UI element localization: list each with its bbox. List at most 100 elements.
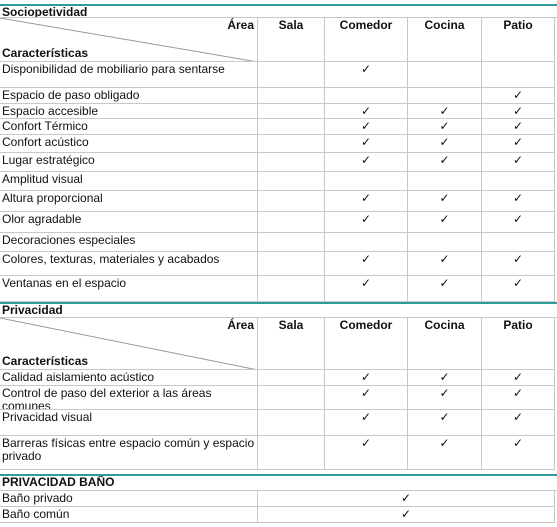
row-label: Barreras físicas entre espacio común y e…: [0, 436, 258, 470]
column-header: Comedor: [325, 318, 408, 370]
column-header: Sala: [258, 318, 325, 370]
row-label: Espacio de paso obligado: [0, 88, 258, 104]
check-cell: ✓: [325, 386, 408, 410]
check-cell: [258, 410, 325, 436]
check-cell: ✓: [482, 119, 555, 135]
check-cell: ✓: [408, 104, 482, 119]
check-cell: ✓: [258, 507, 555, 523]
check-cell: ✓: [482, 135, 555, 153]
row-label: Privacidad visual: [0, 410, 258, 436]
check-cell: ✓: [482, 104, 555, 119]
check-cell: ✓: [482, 153, 555, 172]
check-cell: ✓: [325, 410, 408, 436]
row-label: Ventanas en el espacio: [0, 276, 258, 302]
check-cell: ✓: [325, 119, 408, 135]
check-cell: [258, 62, 325, 88]
check-cell: ✓: [408, 436, 482, 470]
diagonal-divider: [0, 18, 256, 61]
check-cell: ✓: [482, 370, 555, 386]
check-cell: [325, 88, 408, 104]
check-cell: [258, 386, 325, 410]
check-cell: [408, 233, 482, 252]
check-cell: [325, 172, 408, 191]
check-cell: ✓: [325, 436, 408, 470]
check-cell: ✓: [408, 252, 482, 276]
characteristics-label: Características: [2, 46, 89, 60]
check-cell: [482, 62, 555, 88]
check-cell: [258, 153, 325, 172]
check-cell: ✓: [482, 386, 555, 410]
check-cell: ✓: [325, 191, 408, 212]
check-cell: ✓: [482, 252, 555, 276]
check-cell: ✓: [325, 252, 408, 276]
check-cell: [258, 370, 325, 386]
check-cell: ✓: [325, 153, 408, 172]
section-title: PRIVACIDAD BAÑO: [0, 474, 557, 491]
diagonal-divider: [0, 318, 256, 369]
area-label: Área: [227, 18, 254, 32]
row-label: Baño privado: [0, 491, 258, 507]
check-cell: ✓: [482, 88, 555, 104]
row-label: Espacio accesible: [0, 104, 258, 119]
check-cell: [258, 88, 325, 104]
check-cell: ✓: [408, 276, 482, 302]
check-cell: ✓: [408, 135, 482, 153]
column-header: Patio: [482, 18, 555, 62]
column-header: Comedor: [325, 18, 408, 62]
row-label: Disponibilidad de mobiliario para sentar…: [0, 62, 258, 88]
check-cell: [258, 191, 325, 212]
check-cell: [408, 62, 482, 88]
column-header: Sala: [258, 18, 325, 62]
check-cell: ✓: [325, 370, 408, 386]
row-label: Decoraciones especiales: [0, 233, 258, 252]
check-cell: [482, 172, 555, 191]
check-cell: ✓: [482, 212, 555, 233]
section-title: Sociopetividad: [0, 4, 557, 18]
check-cell: ✓: [325, 104, 408, 119]
row-label: Calidad aislamiento acústico: [0, 370, 258, 386]
check-cell: ✓: [482, 276, 555, 302]
check-cell: ✓: [408, 119, 482, 135]
check-cell: [258, 172, 325, 191]
check-cell: [408, 172, 482, 191]
characteristics-label: Características: [2, 354, 89, 368]
header-corner: Área Características: [0, 18, 258, 62]
check-cell: ✓: [325, 212, 408, 233]
row-label: Olor agradable: [0, 212, 258, 233]
row-label: Altura proporcional: [0, 191, 258, 212]
check-cell: ✓: [408, 410, 482, 436]
column-header: Cocina: [408, 318, 482, 370]
row-label: Colores, texturas, materiales y acabados: [0, 252, 258, 276]
row-label: Lugar estratégico: [0, 153, 258, 172]
check-cell: [258, 436, 325, 470]
check-cell: ✓: [325, 135, 408, 153]
area-label: Área: [227, 318, 254, 332]
check-cell: ✓: [482, 410, 555, 436]
check-cell: [482, 233, 555, 252]
column-header: Patio: [482, 318, 555, 370]
check-cell: ✓: [408, 212, 482, 233]
check-cell: ✓: [482, 191, 555, 212]
check-cell: ✓: [258, 491, 555, 507]
row-label: Confort Térmico: [0, 119, 258, 135]
check-cell: [325, 233, 408, 252]
row-label: Baño común: [0, 507, 258, 523]
check-cell: [258, 104, 325, 119]
row-label: Confort acústico: [0, 135, 258, 153]
check-cell: ✓: [408, 191, 482, 212]
check-cell: [258, 276, 325, 302]
check-cell: [258, 119, 325, 135]
check-cell: ✓: [325, 62, 408, 88]
check-cell: [258, 252, 325, 276]
section-title: Privacidad: [0, 302, 557, 318]
check-cell: ✓: [325, 276, 408, 302]
check-cell: ✓: [408, 370, 482, 386]
header-corner: Área Características: [0, 318, 258, 370]
check-cell: [258, 135, 325, 153]
check-cell: ✓: [482, 436, 555, 470]
row-label: Control de paso del exterior a las áreas…: [0, 386, 258, 410]
check-cell: ✓: [408, 386, 482, 410]
check-cell: ✓: [408, 153, 482, 172]
column-header: Cocina: [408, 18, 482, 62]
